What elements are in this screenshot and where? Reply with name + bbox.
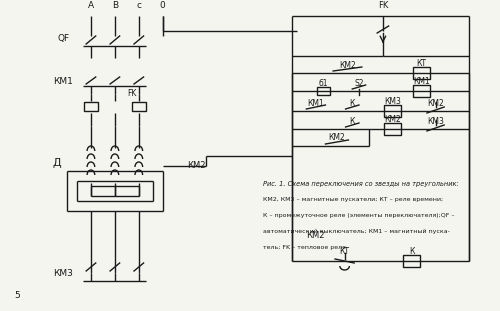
Bar <box>84 101 98 110</box>
Text: КМ2: КМ2 <box>384 114 401 123</box>
Text: КМ2: КМ2 <box>186 161 205 170</box>
Text: c: c <box>136 2 141 11</box>
Text: К: К <box>350 99 355 108</box>
Text: B: B <box>112 2 118 11</box>
Bar <box>317 87 330 95</box>
Text: FK: FK <box>378 2 388 11</box>
Text: КМ1: КМ1 <box>52 77 72 86</box>
Bar <box>412 85 430 97</box>
Text: A: A <box>88 2 94 11</box>
Bar <box>403 255 420 267</box>
Text: 0: 0 <box>160 2 166 11</box>
Text: КМ2: КМ2 <box>306 231 325 240</box>
Text: К: К <box>409 247 414 256</box>
Bar <box>384 123 401 135</box>
Bar <box>132 101 145 110</box>
Text: QF: QF <box>58 34 70 43</box>
Text: КМ3: КМ3 <box>427 117 444 126</box>
Text: S2: S2 <box>354 78 364 87</box>
Text: КТ: КТ <box>340 247 349 256</box>
Text: б1: б1 <box>319 78 328 87</box>
Text: КМ3: КМ3 <box>384 96 401 105</box>
Text: К – промежуточное реле (элементы переключателя);QF –: К – промежуточное реле (элементы переклю… <box>263 213 454 218</box>
Text: Рис. 1. Схема переключения со звезды на треугольник:: Рис. 1. Схема переключения со звезды на … <box>263 181 459 187</box>
Bar <box>384 105 401 117</box>
Text: Д: Д <box>52 158 62 168</box>
Text: КМ1: КМ1 <box>413 77 430 86</box>
Text: КМ2: КМ2 <box>339 61 356 69</box>
Text: КМ2, КМ3 – магнитные пускатели; КТ – реле времени;: КМ2, КМ3 – магнитные пускатели; КТ – рел… <box>263 197 444 202</box>
Text: тель; FK – тепловое реле: тель; FK – тепловое реле <box>263 245 346 250</box>
Text: FK: FK <box>128 89 136 98</box>
Text: КТ: КТ <box>416 58 426 67</box>
Text: К: К <box>350 117 355 126</box>
Bar <box>412 67 430 79</box>
Text: КМ3: КМ3 <box>52 268 72 277</box>
Text: автоматический выключатель; КМ1 – магнитный пуска-: автоматический выключатель; КМ1 – магнит… <box>263 229 450 234</box>
Text: 5: 5 <box>14 291 20 300</box>
Text: КМ2: КМ2 <box>328 133 345 142</box>
Text: КМ2: КМ2 <box>427 99 444 108</box>
Text: КМ1: КМ1 <box>308 99 324 108</box>
